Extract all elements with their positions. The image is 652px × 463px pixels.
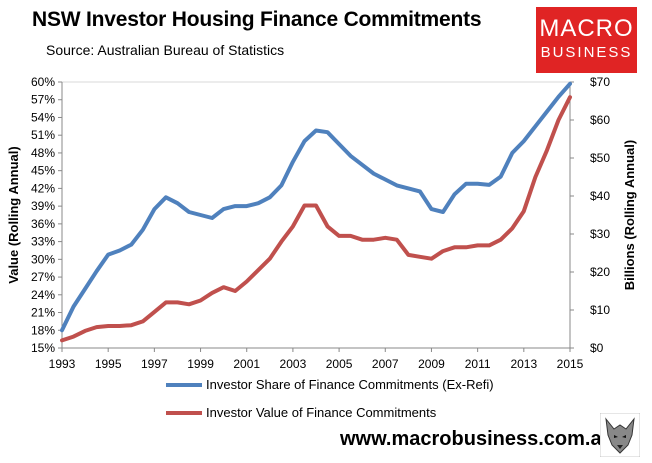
y-tick-label: 51% xyxy=(31,128,55,142)
footer-url[interactable]: www.macrobusiness.com.au xyxy=(340,428,614,450)
series-line-1 xyxy=(60,95,572,343)
y2-tick-label: $60 xyxy=(590,113,610,127)
y-tick-label: 15% xyxy=(31,341,55,355)
y2-tick-label: $70 xyxy=(590,75,610,89)
x-tick-label: 1993 xyxy=(49,357,76,371)
y-axis-title: Value (Rolling Annual) xyxy=(6,146,21,283)
chart-subtitle: Source: Australian Bureau of Statistics xyxy=(46,42,285,58)
y-tick-label: 42% xyxy=(31,181,55,195)
x-tick-label: 1995 xyxy=(95,357,122,371)
series-layer xyxy=(60,81,572,343)
y2-tick-label: $40 xyxy=(590,189,610,203)
y-tick-label: 39% xyxy=(31,199,55,213)
y2-tick-label: $30 xyxy=(590,227,610,241)
x-tick-label: 2005 xyxy=(326,357,353,371)
y-tick-label: 33% xyxy=(31,235,55,249)
y-tick-label: 45% xyxy=(31,164,55,178)
legend-label-1: Investor Value of Finance Commitments xyxy=(206,405,437,420)
x-tick-label: 2015 xyxy=(557,357,584,371)
y-tick-label: 54% xyxy=(31,110,55,124)
y2-tick-label: $0 xyxy=(590,341,604,355)
y-tick-label: 48% xyxy=(31,146,55,160)
x-tick-label: 1999 xyxy=(187,357,214,371)
axes: 15% 18% 21% 24% 27% 30% 33% 36% 39% 42% 45% 48% 51% 5… xyxy=(6,75,637,371)
y-tick-label: 21% xyxy=(31,306,55,320)
x-tick-label: 2003 xyxy=(280,357,307,371)
x-tick-label: 2009 xyxy=(418,357,445,371)
y-tick-label: 30% xyxy=(31,252,55,266)
series-line-0 xyxy=(60,81,572,333)
y2-tick-label: $20 xyxy=(590,265,610,279)
y2-tick-label: $50 xyxy=(590,151,610,165)
y2-tick-label: $10 xyxy=(590,303,610,317)
y-tick-label: 27% xyxy=(31,270,55,284)
x-tick-label: 2001 xyxy=(233,357,260,371)
logo-line-1: MACRO xyxy=(539,15,634,42)
logo-line-2: BUSINESS xyxy=(540,44,633,61)
x-tick-label: 2007 xyxy=(372,357,399,371)
y2-axis-title: Billions (Rolling Annual) xyxy=(622,140,637,290)
y-tick-label: 18% xyxy=(31,323,55,337)
legend-label-0: Investor Share of Finance Commitments (E… xyxy=(206,377,494,392)
legend: Investor Share of Finance Commitments (E… xyxy=(166,377,494,420)
wolf-icon xyxy=(600,413,640,457)
chart-title: NSW Investor Housing Finance Commitments xyxy=(32,8,482,31)
x-tick-label: 1997 xyxy=(141,357,168,371)
y-tick-label: 60% xyxy=(31,75,55,89)
y-tick-label: 24% xyxy=(31,288,55,302)
x-tick-label: 2013 xyxy=(510,357,537,371)
plot-area xyxy=(61,81,571,349)
y-tick-label: 57% xyxy=(31,93,55,107)
x-tick-label: 2011 xyxy=(465,357,491,371)
y-tick-label: 36% xyxy=(31,217,55,231)
macro-business-logo: MACRO BUSINESS xyxy=(536,7,637,73)
